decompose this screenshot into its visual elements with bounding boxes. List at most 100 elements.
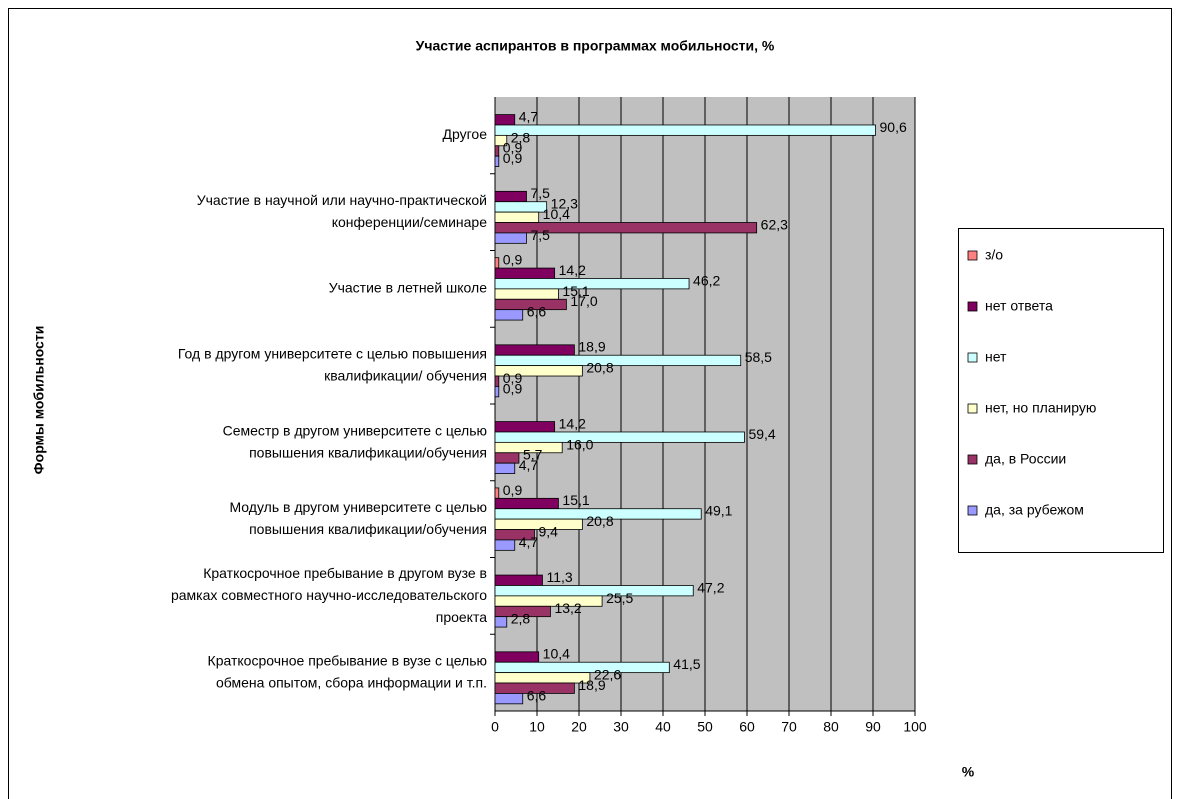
bar — [494, 462, 516, 474]
value-label: 14,2 — [559, 262, 586, 278]
value-label: 0,9 — [503, 252, 523, 268]
value-label: 11,3 — [546, 569, 572, 585]
value-label: 15,1 — [562, 283, 589, 299]
bar — [494, 134, 508, 147]
bar — [494, 518, 583, 530]
bar — [494, 309, 524, 321]
bar — [494, 211, 540, 223]
value-label: 12,3 — [551, 196, 578, 212]
x-axis-title: % — [962, 764, 975, 780]
legend-swatch — [967, 454, 978, 465]
value-label: 2,8 — [511, 129, 531, 145]
value-label: 6,6 — [527, 304, 547, 320]
value-label: 25,5 — [606, 590, 633, 606]
x-tick-label: 90 — [865, 719, 881, 735]
value-label: 62,3 — [761, 216, 788, 232]
bar — [494, 661, 670, 674]
bar — [494, 651, 540, 663]
legend — [958, 228, 1164, 553]
bar — [494, 278, 690, 290]
x-tick-label: 50 — [697, 719, 713, 735]
value-label: 46,2 — [693, 272, 720, 288]
value-label: 20,8 — [586, 513, 613, 529]
y-tick-label: Год в другом университете с целью повыше… — [178, 345, 487, 383]
value-label: 4,7 — [519, 534, 539, 550]
legend-label: да, за рубежом — [985, 502, 1084, 518]
value-label: 14,2 — [559, 415, 586, 431]
bar — [494, 232, 527, 244]
legend-swatch — [967, 352, 978, 363]
value-label: 15,1 — [562, 492, 589, 508]
bar — [494, 298, 567, 311]
value-label: 20,8 — [586, 360, 613, 376]
value-label: 9,4 — [538, 523, 558, 539]
legend-label: нет — [985, 349, 1007, 365]
bar — [494, 201, 548, 213]
value-label: 5,7 — [523, 447, 543, 463]
bar — [494, 441, 563, 454]
y-tick-label: Семестр в другом университете с целью пов… — [223, 422, 487, 460]
legend-label: да, в России — [985, 451, 1066, 467]
value-label: 2,8 — [511, 611, 531, 627]
legend-label: нет, но планирую — [985, 400, 1096, 416]
value-label: 10,4 — [543, 646, 570, 662]
value-label: 4,7 — [519, 108, 539, 124]
x-tick-label: 60 — [739, 719, 755, 735]
value-label: 59,4 — [748, 426, 775, 442]
value-label: 18,9 — [578, 339, 605, 355]
legend-swatch — [967, 403, 978, 414]
bar — [494, 344, 575, 356]
bar — [494, 155, 500, 167]
x-tick-label: 20 — [571, 719, 587, 735]
bar — [494, 386, 500, 398]
x-tick-label: 10 — [529, 719, 545, 735]
value-label: 0,9 — [503, 150, 523, 166]
bar — [494, 365, 583, 377]
value-label: 22,6 — [594, 667, 621, 683]
bar — [494, 452, 520, 464]
legend-swatch — [967, 301, 978, 312]
y-tick-label: Другое — [443, 126, 488, 142]
bar — [494, 421, 556, 433]
value-label: 6,6 — [527, 687, 547, 703]
bar — [494, 605, 551, 618]
value-label: 0,9 — [503, 482, 523, 498]
bar — [494, 585, 694, 597]
legend-label: нет ответа — [985, 298, 1053, 314]
value-label: 18,9 — [578, 677, 605, 693]
x-tick-label: 100 — [903, 719, 927, 735]
bar — [494, 693, 524, 705]
bar — [494, 431, 745, 443]
bar — [494, 616, 508, 628]
value-label: 7,5 — [531, 185, 551, 201]
legend-swatch — [967, 250, 978, 261]
y-tick-label: Краткосрочное пребывание в вузе с целью о… — [208, 652, 487, 690]
bar — [494, 288, 559, 300]
value-label: 10,4 — [543, 206, 570, 222]
bar — [494, 354, 742, 367]
value-label: 17,0 — [570, 293, 597, 309]
chart-title: Участие аспирантов в программах мобильно… — [416, 38, 775, 54]
value-label: 0,9 — [503, 380, 523, 396]
bar — [494, 508, 702, 520]
x-tick-label: 30 — [613, 719, 629, 735]
x-tick-label: 0 — [491, 719, 499, 735]
bar — [494, 267, 556, 279]
bar — [494, 595, 603, 607]
legend-swatch — [967, 505, 978, 516]
value-label: 90,6 — [880, 119, 907, 135]
y-tick-label: Краткосрочное пребывание в другом вузе в… — [171, 565, 487, 625]
y-tick-label: Модуль в другом университете с целью повы… — [229, 499, 487, 537]
x-tick-label: 70 — [781, 719, 797, 735]
bar — [494, 257, 500, 269]
value-label: 4,7 — [519, 457, 539, 473]
y-tick-label: Участие в летней школе — [329, 280, 488, 296]
bar — [494, 497, 559, 510]
bar — [494, 539, 516, 551]
value-label: 0,9 — [503, 370, 523, 386]
bar — [494, 124, 876, 136]
bar — [494, 574, 543, 586]
bar — [494, 145, 500, 157]
value-label: 58,5 — [745, 349, 772, 365]
value-label: 7,5 — [531, 227, 551, 243]
